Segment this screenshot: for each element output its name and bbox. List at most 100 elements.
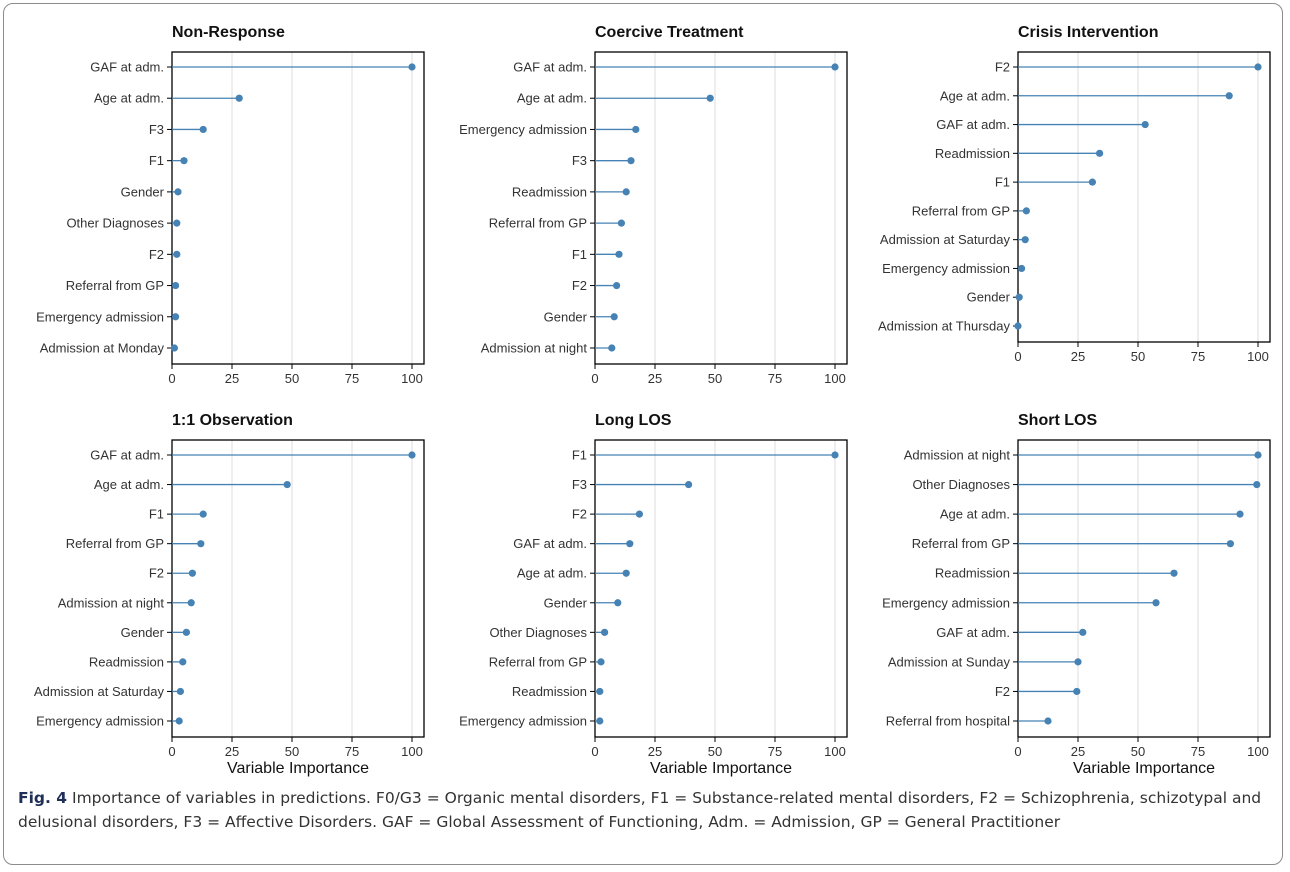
x-tick-label: 0 [591, 744, 598, 759]
y-tick-label: Gender [121, 184, 165, 199]
lollipop-point [831, 63, 839, 71]
figure-caption: Fig. 4 Importance of variables in predic… [18, 786, 1268, 834]
lollipop-point [1018, 264, 1026, 273]
y-tick-label: F2 [995, 60, 1010, 75]
lollipop-point [1170, 569, 1178, 577]
lollipop-point [1253, 480, 1261, 489]
y-tick-label: Other Diagnoses [912, 477, 1010, 492]
x-tick-label: 50 [1131, 744, 1145, 759]
x-tick-label: 0 [591, 371, 598, 386]
lollipop-point [706, 94, 714, 102]
lollipop-point [1014, 322, 1022, 330]
plot-area-frame [171, 439, 425, 738]
y-tick-label: Referral from GP [66, 278, 164, 293]
x-tick-label: 50 [708, 371, 722, 386]
lollipop-point [635, 510, 644, 518]
lollipop-point [408, 63, 416, 71]
y-tick-label: F3 [572, 477, 587, 492]
x-tick-label: 100 [1247, 744, 1269, 759]
y-tick-label: Age at adm. [94, 91, 164, 106]
lollipop-point [1015, 293, 1023, 301]
lollipop-point [172, 281, 180, 290]
y-tick-label: F1 [572, 448, 587, 463]
lollipop-point [173, 250, 181, 258]
x-tick-label: 25 [1071, 744, 1085, 759]
y-tick-label: F1 [572, 247, 587, 262]
lollipop-point [199, 510, 207, 518]
plot-area-frame [594, 439, 848, 738]
y-tick-label: Admission at Sunday [888, 654, 1011, 669]
y-tick-label: Admission at Saturday [880, 232, 1011, 247]
lollipop-point [180, 157, 188, 165]
plot-area-frame [594, 51, 848, 365]
panel-title: Short LOS [1018, 412, 1097, 429]
lollipop-point [175, 717, 183, 725]
lollipop-point [182, 628, 190, 636]
y-tick-label: Gender [544, 309, 588, 324]
y-tick-label: Readmission [512, 184, 587, 199]
x-tick-label: 0 [1014, 349, 1021, 364]
x-tick-label: 0 [168, 744, 175, 759]
x-tick-label: 100 [401, 744, 423, 759]
lollipop-point [610, 313, 618, 321]
y-tick-label: F3 [149, 122, 164, 137]
x-tick-label: 100 [824, 371, 846, 386]
lollipop-point [170, 344, 178, 352]
x-axis-label: Variable Importance [1073, 760, 1215, 777]
lollipop-point [1044, 717, 1052, 725]
y-tick-label: Admission at night [481, 341, 588, 356]
x-tick-label: 50 [1131, 349, 1145, 364]
panel-non-response: Non-Response 0 25 50 75 100 GAF at adm. Age at … [36, 24, 425, 386]
y-tick-label: Referral from GP [912, 203, 1010, 218]
x-tick-label: 0 [168, 371, 175, 386]
lollipop-point [622, 188, 630, 196]
lollipop-point [596, 687, 604, 696]
y-tick-label: Age at adm. [517, 91, 587, 106]
x-tick-label: 50 [285, 744, 299, 759]
y-tick-label: F2 [572, 278, 587, 293]
plot-area-frame [1017, 51, 1271, 343]
lollipop-point [596, 717, 604, 725]
y-tick-label: Referral from GP [66, 536, 164, 551]
lollipop-point [615, 250, 623, 258]
x-tick-label: 25 [225, 371, 239, 386]
panel-title: Coercive Treatment [595, 24, 744, 41]
lollipop-point [627, 157, 635, 165]
y-tick-label: Age at adm. [94, 477, 164, 492]
lollipop-point [235, 94, 243, 102]
y-tick-label: Gender [544, 595, 588, 610]
lollipop-point [179, 658, 187, 666]
y-tick-label: F1 [149, 507, 164, 522]
x-tick-label: 75 [1191, 349, 1205, 364]
lollipop-point [1073, 687, 1081, 696]
y-tick-label: Readmission [89, 654, 164, 669]
lollipop-point [1236, 510, 1244, 518]
y-tick-label: GAF at adm. [513, 536, 587, 551]
y-tick-label: F2 [149, 566, 164, 581]
y-tick-label: Age at adm. [940, 88, 1010, 103]
y-tick-label: GAF at adm. [90, 60, 164, 75]
lollipop-point [626, 540, 634, 548]
panel-crisis-intervention: Crisis Intervention 0 25 50 75 100 F2 Age at ad… [878, 24, 1271, 364]
lollipop-point [187, 599, 195, 607]
x-tick-label: 0 [1014, 744, 1021, 759]
x-tick-label: 25 [225, 744, 239, 759]
y-tick-label: Referral from GP [489, 216, 587, 231]
y-tick-label: Emergency admission [882, 261, 1010, 276]
lollipop-point [172, 313, 180, 321]
y-tick-label: GAF at adm. [513, 60, 587, 75]
lollipop-point [197, 540, 205, 548]
lollipop-point [632, 125, 640, 134]
lollipop-point [188, 569, 196, 577]
lollipop-point [1088, 178, 1096, 186]
x-tick-label: 25 [1071, 349, 1085, 364]
y-tick-label: Emergency admission [36, 714, 164, 729]
panel-1-1-observation: 1:1 Observation 0 25 50 75 100 Variable Import… [34, 412, 425, 777]
x-tick-label: 100 [1247, 349, 1269, 364]
x-tick-label: 75 [768, 744, 782, 759]
lollipop-point [614, 599, 622, 607]
x-tick-label: 25 [648, 744, 662, 759]
y-tick-label: Emergency admission [882, 595, 1010, 610]
y-tick-label: Admission at Monday [40, 341, 165, 356]
lollipop-point [613, 281, 621, 290]
